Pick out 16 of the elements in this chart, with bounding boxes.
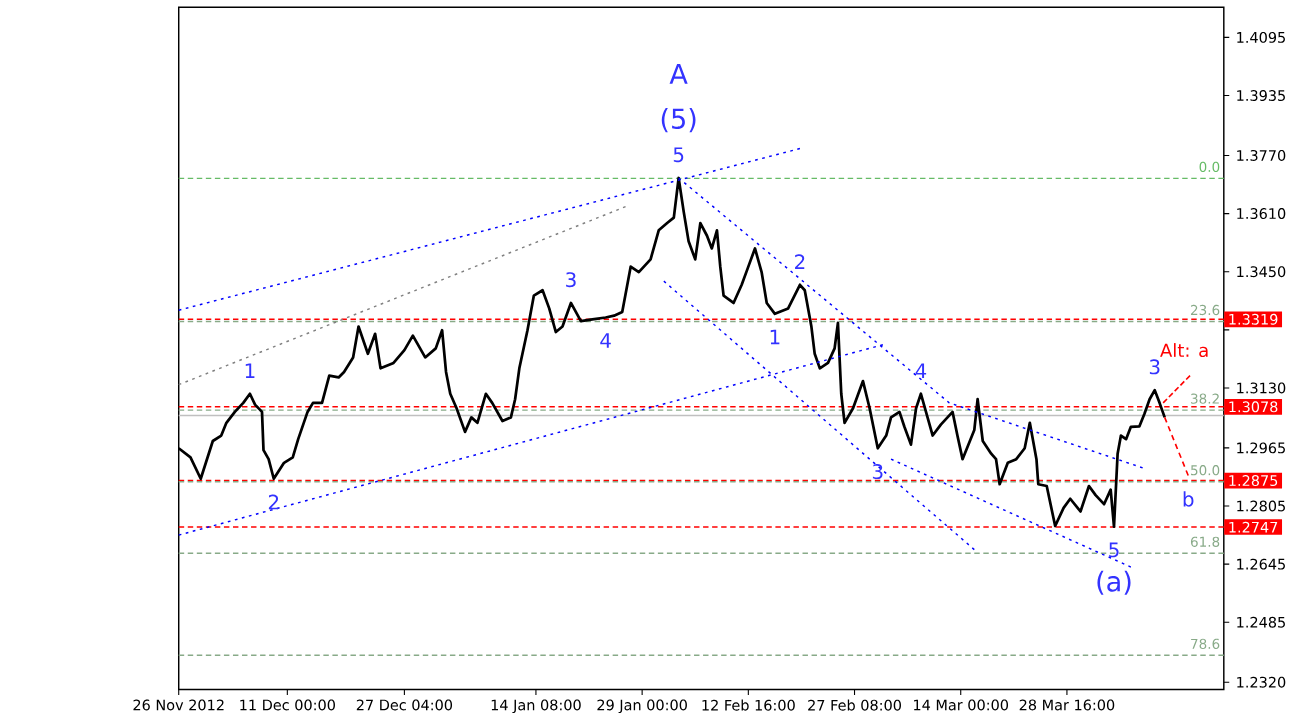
- annotation: 3: [566, 272, 576, 288]
- annotation: (5): [661, 108, 696, 133]
- annotation: A: [669, 64, 688, 84]
- annotation: 5: [1109, 542, 1119, 558]
- annotation: 2: [795, 254, 805, 270]
- series-label: Alt: a: [1160, 343, 1208, 358]
- annotation: 1: [245, 363, 255, 379]
- annotation: 4: [915, 363, 927, 379]
- annotation: b: [1183, 491, 1194, 507]
- annotation: 3: [1149, 359, 1160, 375]
- annotation: (a): [1097, 570, 1131, 595]
- annotation: 2: [268, 494, 279, 510]
- annotation: 4: [600, 333, 611, 348]
- annotation: 3: [872, 464, 883, 480]
- annotation: 5: [673, 147, 684, 163]
- annotation: 1: [770, 329, 780, 345]
